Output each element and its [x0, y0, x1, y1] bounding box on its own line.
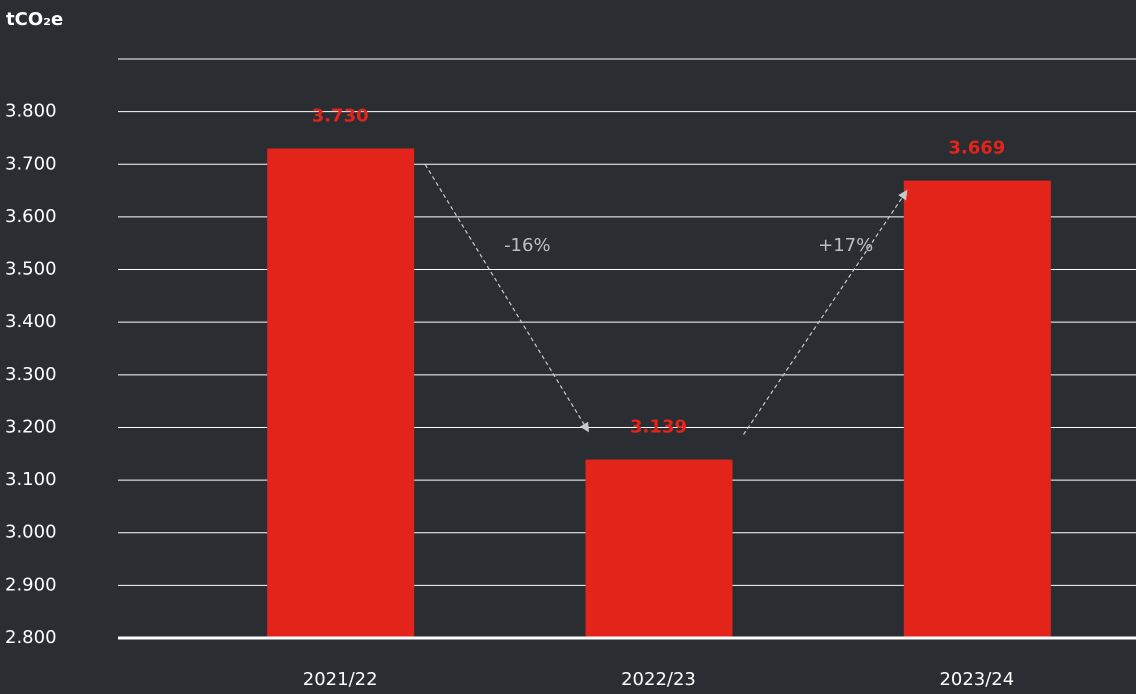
value-label: 3.669	[948, 138, 1005, 159]
y-tick-label: 3.400	[5, 311, 57, 332]
y-tick-label: 3.200	[5, 416, 57, 437]
y-axis-label: tCO₂e	[6, 9, 63, 30]
annotation: -16%	[504, 235, 551, 256]
x-tick-label: 2022/23	[621, 669, 696, 690]
y-tick-label: 3.800	[5, 101, 57, 122]
y-tick-label: 3.600	[5, 206, 57, 227]
bar	[585, 459, 733, 638]
y-tick-label: 3.700	[5, 153, 57, 174]
bar	[267, 148, 415, 638]
y-tick-label: 3.100	[5, 469, 57, 490]
change-arrow	[424, 164, 590, 433]
y-tick-label: 2.900	[5, 574, 57, 595]
annotation: +17%	[818, 235, 873, 256]
y-tick-label: 3.500	[5, 259, 57, 280]
bar	[903, 180, 1051, 638]
y-tick-label: 2.800	[5, 627, 57, 648]
y-tick-label: 3.300	[5, 364, 57, 385]
y-tick-label: 3.000	[5, 522, 57, 543]
x-tick-label: 2021/22	[303, 669, 378, 690]
value-label: 3.139	[630, 417, 687, 438]
value-label: 3.730	[312, 105, 369, 126]
change-arrow	[743, 189, 908, 435]
x-tick-label: 2023/24	[939, 669, 1014, 690]
